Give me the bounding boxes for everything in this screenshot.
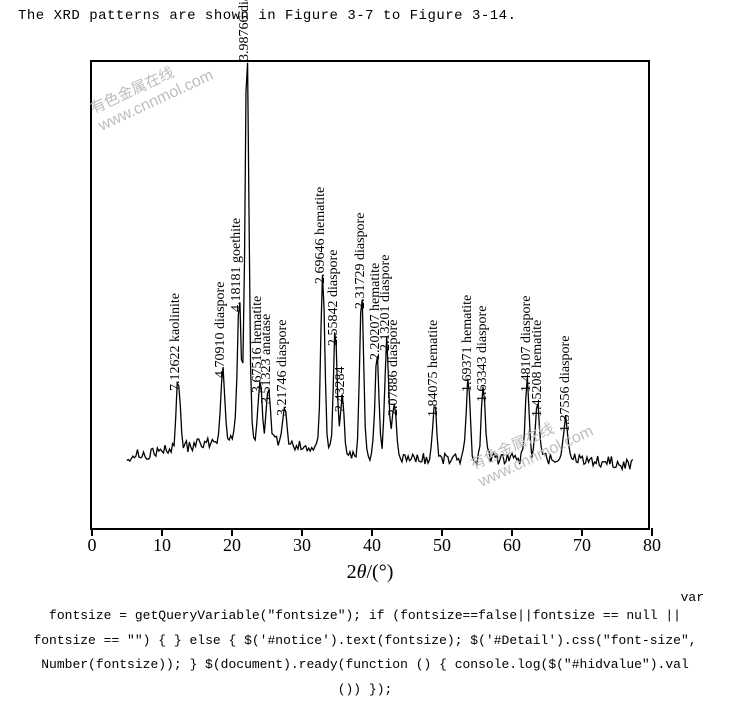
peak-label: 4.70910 diaspore [213,282,229,378]
code-var-keyword: var [681,590,704,605]
code-line: fontsize = getQueryVariable("fontsize");… [20,604,710,629]
x-tick-label: 10 [153,535,171,556]
peak-label: 2.07886 diaspore [386,320,402,416]
code-line: fontsize == "") { } else { $('#notice').… [20,629,710,654]
x-tick-label: 70 [573,535,591,556]
code-line: ()) }); [20,678,710,703]
peak-label: 1.84075 hematite [426,320,442,417]
peak-label: 1.69371 hematite [460,295,476,392]
peak-label: 1.45208 hematite [530,320,546,417]
peak-label: 2.55842 diaspore [326,249,342,345]
peak-label: 2.31729 diaspore [353,213,369,309]
x-tick-label: 20 [223,535,241,556]
x-tick-label: 80 [643,535,661,556]
code-snippet: fontsize = getQueryVariable("fontsize");… [0,604,730,703]
code-line: Number(fontsize)); } $(document).ready(f… [20,653,710,678]
x-tick-label: 50 [433,535,451,556]
x-tick-label: 60 [503,535,521,556]
peak-label: 2.43284 [333,366,349,412]
figure-caption: The XRD patterns are shown in Figure 3-7… [18,8,516,24]
x-tick-label: 0 [88,535,97,556]
peak-label: 4.18181 goethite [229,218,245,312]
x-tick-label: 40 [363,535,381,556]
peak-label: 1.63343 diaspore [475,306,491,402]
peak-label: 3.51323 anatase [259,313,275,403]
chart-plot-area: 010203040506070802θ/(°)7.12622 kaolinite… [90,60,650,530]
peak-label: 7.12622 kaolinite [168,293,184,391]
peak-label: 3.21746 diaspore [275,320,291,416]
peak-label: 1.37556 diaspore [558,336,574,432]
peak-label: 3.98766 diaspore [237,0,253,61]
xrd-chart: 0 10 20 30 40 50 60 70 80 2θ/(°) 7.12622 kaolinite… [70,40,670,600]
x-tick-label: 30 [293,535,311,556]
x-axis-label: 2θ/(°) [347,561,394,584]
